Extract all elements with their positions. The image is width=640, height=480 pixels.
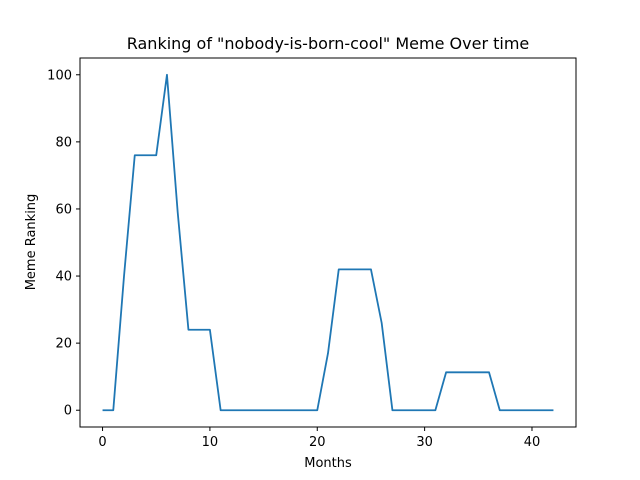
x-tick-label: 10 (202, 435, 219, 450)
y-tick-label: 40 (55, 270, 72, 285)
y-axis-label: Meme Ranking (24, 194, 39, 291)
plot-area (102, 73, 554, 412)
axis-ticks: 0 10 20 30 40 0 20 40 60 80 100 (47, 68, 540, 450)
series-line (102, 73, 554, 412)
chart-title: Ranking of "nobody-is-born-cool" Meme Ov… (127, 34, 530, 53)
x-axis-label: Months (304, 456, 352, 471)
y-tick-label: 60 (55, 202, 72, 217)
y-tick-label: 80 (55, 135, 72, 150)
x-tick-label: 0 (98, 435, 106, 450)
y-tick-label: 20 (55, 337, 72, 352)
y-tick-label: 100 (47, 68, 72, 83)
x-tick-label: 20 (309, 435, 326, 450)
x-tick-label: 30 (416, 435, 433, 450)
x-tick-label: 40 (524, 435, 541, 450)
axes-frame (79, 57, 577, 428)
y-tick-label: 0 (64, 404, 72, 419)
